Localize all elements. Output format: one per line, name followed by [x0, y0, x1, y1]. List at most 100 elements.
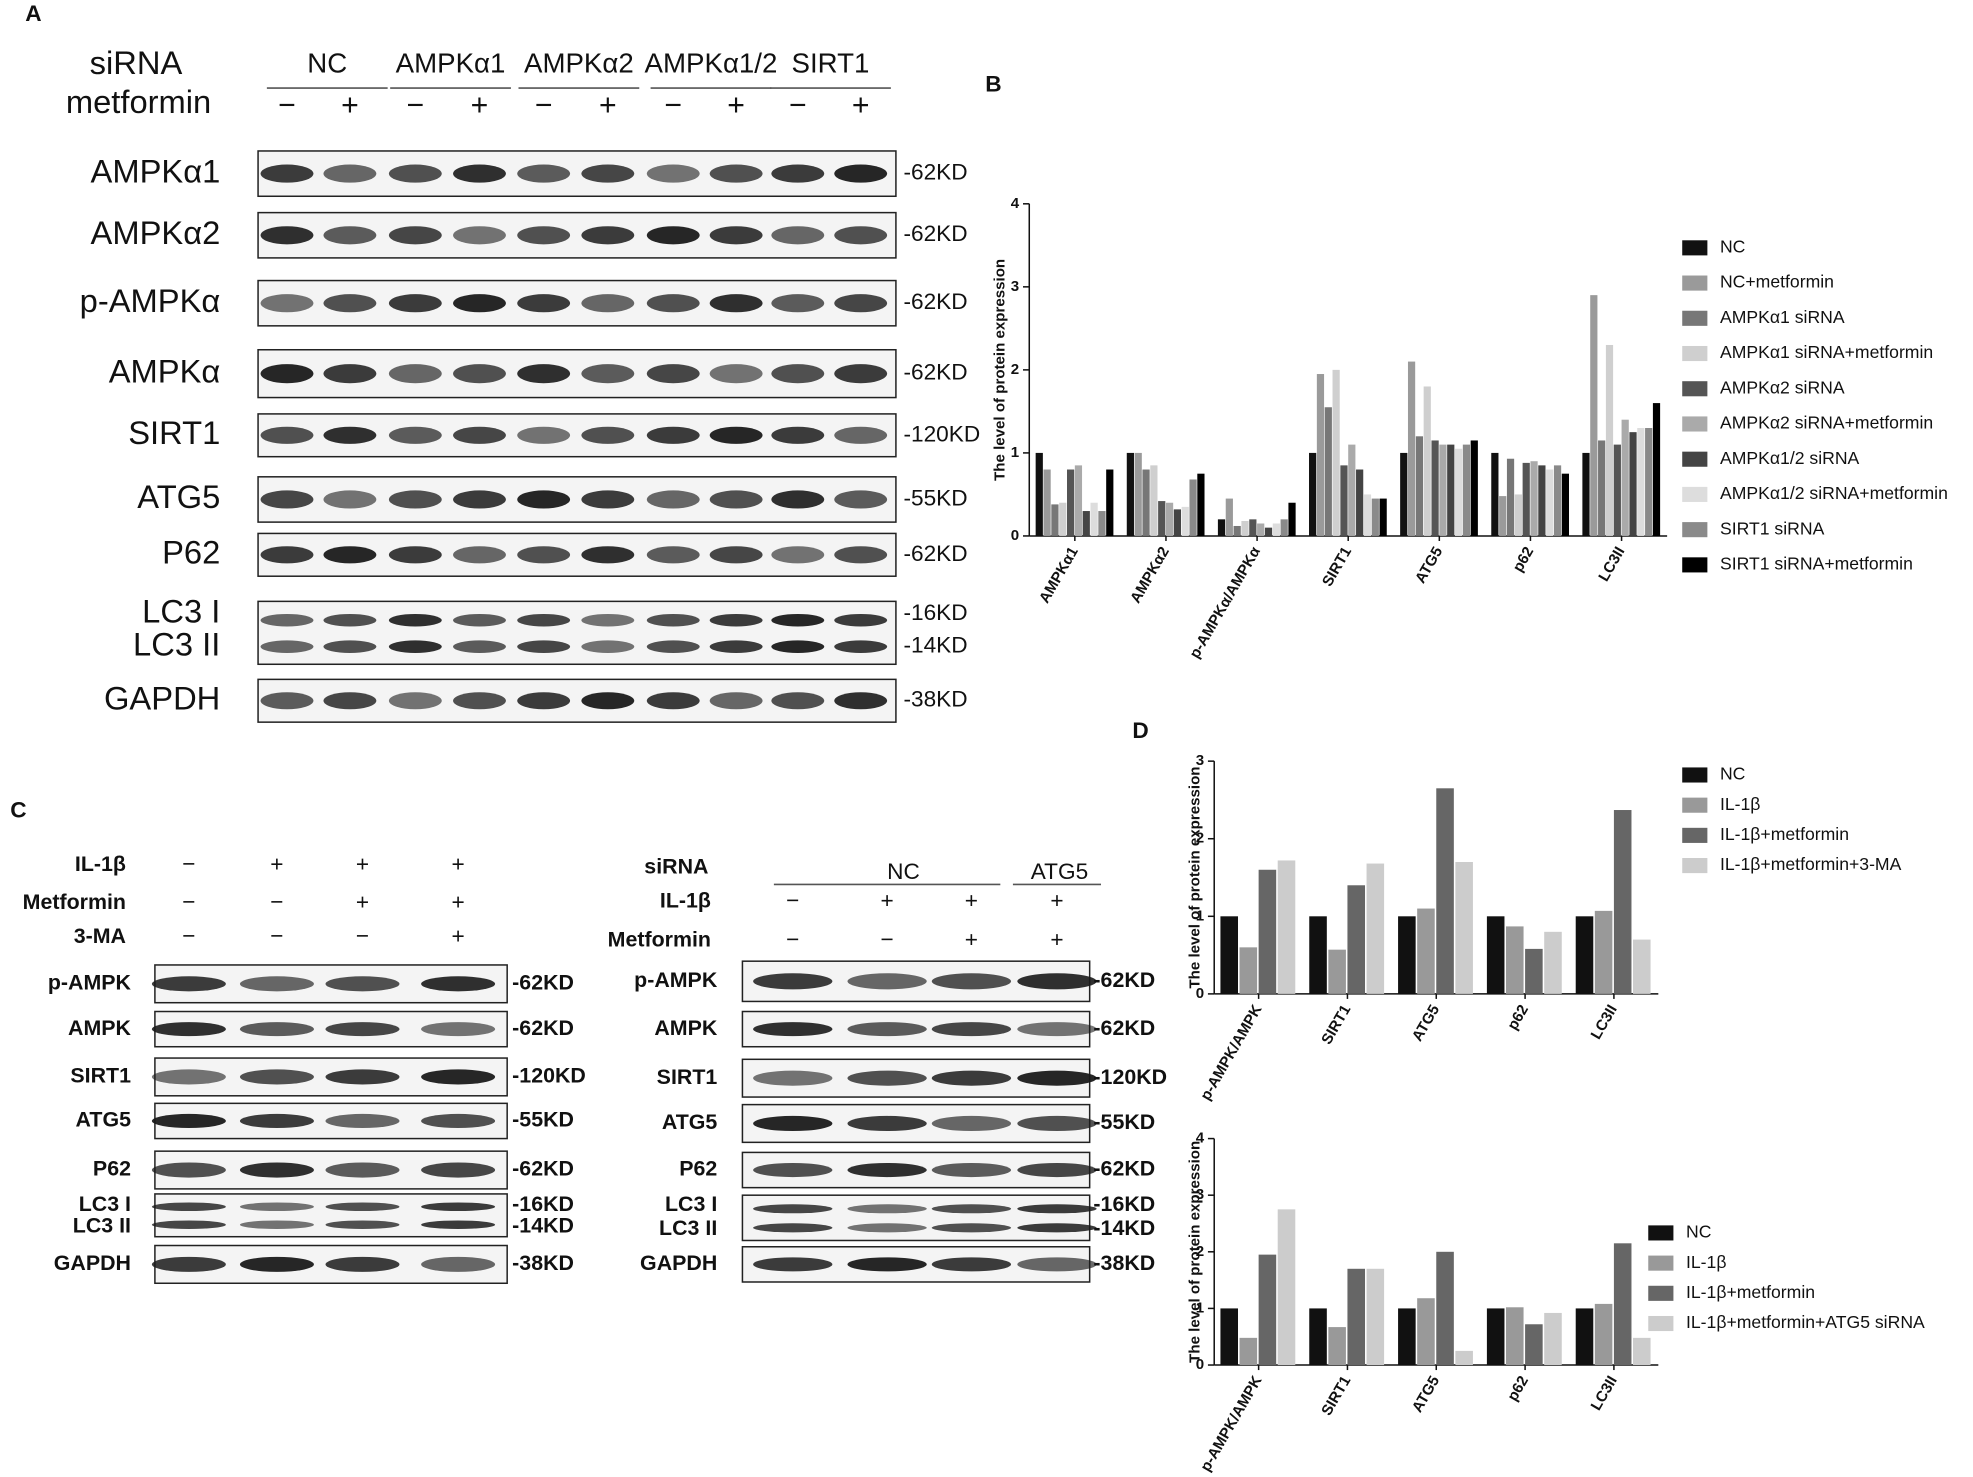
y-tick-label: 1 — [1196, 907, 1204, 924]
blot-band — [847, 1257, 927, 1272]
bar — [1594, 1303, 1613, 1366]
blot-band — [517, 364, 571, 384]
bar — [1082, 511, 1090, 536]
bar — [1309, 452, 1317, 536]
blot-band — [771, 426, 825, 444]
blot-band — [753, 1070, 833, 1086]
blot-band — [239, 1069, 314, 1085]
blot-band — [260, 164, 314, 183]
y-tick-label: 0 — [1196, 985, 1204, 1002]
treatment-sign: − — [356, 923, 369, 948]
bar — [1090, 502, 1098, 536]
bar — [1173, 509, 1182, 536]
blot-band — [1017, 1204, 1097, 1214]
legend-swatch — [1682, 557, 1708, 573]
bar — [1035, 452, 1043, 536]
blot-band — [325, 1220, 400, 1230]
legend-label: NC — [1720, 764, 1746, 784]
bar — [1059, 502, 1067, 536]
blot-band — [421, 1113, 496, 1129]
row-label: GAPDH — [54, 1251, 131, 1275]
y-tick-label: 2 — [1196, 1243, 1204, 1260]
treatment-sign: − — [270, 889, 283, 914]
bar — [1454, 448, 1463, 536]
blot-band — [388, 546, 442, 564]
blot-band — [646, 546, 700, 564]
row-label: P62 — [679, 1157, 717, 1181]
treatment-sign: − — [278, 89, 296, 122]
bar — [1621, 419, 1629, 536]
blot-band — [834, 490, 888, 509]
y-axis-label: The level of protein expression — [991, 259, 1008, 481]
blot-band — [646, 692, 700, 710]
blot-band — [847, 1115, 927, 1132]
blot-band — [151, 1069, 226, 1085]
blot-band — [834, 226, 888, 245]
bar — [1239, 947, 1258, 994]
bar — [1423, 386, 1431, 536]
blot-band — [323, 640, 377, 653]
bar — [1233, 525, 1241, 536]
legend-swatch — [1648, 1225, 1674, 1241]
treatment-sign: + — [341, 89, 359, 122]
bar — [1324, 407, 1332, 536]
group-name: AMPKα1/2 — [645, 48, 778, 79]
bar — [1491, 452, 1499, 536]
blot-band — [753, 1115, 833, 1132]
blot-band — [388, 364, 442, 384]
row-label: LC3 II — [133, 625, 220, 662]
blot-band — [239, 1202, 314, 1212]
mw-label: -16KD — [903, 600, 967, 625]
treatment-sign: − — [535, 89, 553, 122]
blot-band — [847, 1022, 927, 1037]
y-tick-label: 3 — [1196, 752, 1204, 769]
blot-band — [260, 546, 314, 564]
mw-label: -14KD — [1093, 1216, 1155, 1240]
blot-band — [388, 164, 442, 183]
legend-swatch — [1682, 345, 1708, 362]
blot-band — [753, 973, 833, 990]
bar — [1134, 452, 1142, 536]
row-label: GAPDH — [104, 679, 220, 716]
row-label: AMPKα — [109, 352, 221, 389]
bar — [1150, 465, 1158, 536]
blot-band — [581, 164, 635, 183]
blot-band — [771, 226, 825, 245]
blot-band — [421, 1220, 496, 1230]
bar — [1309, 1308, 1327, 1366]
bar — [1258, 1254, 1277, 1366]
blot-band — [517, 294, 571, 313]
legend-swatch — [1682, 275, 1708, 291]
blot-band — [517, 692, 571, 710]
blot-band — [931, 1070, 1012, 1086]
blot-band — [453, 294, 506, 313]
blot-band — [388, 226, 442, 245]
legend-label: AMPKα1 siRNA — [1720, 307, 1845, 327]
blot-band — [709, 490, 763, 509]
blot-band — [834, 640, 888, 653]
bar — [1280, 519, 1288, 536]
blot-band — [325, 1202, 400, 1212]
blot-band — [239, 1113, 314, 1129]
blot-band — [1017, 1257, 1097, 1272]
blot-membrane — [741, 1194, 1091, 1242]
bar — [1594, 910, 1613, 994]
bar — [1538, 465, 1546, 536]
blot-band — [323, 692, 377, 710]
blot-band — [847, 1070, 927, 1086]
bar — [1645, 428, 1653, 536]
row-label: ATG5 — [137, 478, 220, 515]
blot-band — [834, 364, 888, 384]
blot-band — [931, 1162, 1012, 1178]
treatment-sign: − — [789, 89, 807, 122]
treatment-sign: + — [965, 927, 978, 952]
bar — [1486, 916, 1505, 994]
blot-membrane — [257, 600, 897, 666]
mw-label: -62KD — [903, 221, 967, 246]
blot-band — [325, 1256, 400, 1272]
bar — [1455, 862, 1473, 994]
blot-band — [388, 640, 442, 653]
bar — [1239, 1337, 1258, 1366]
bar — [1328, 1327, 1346, 1366]
bar — [1142, 469, 1150, 536]
